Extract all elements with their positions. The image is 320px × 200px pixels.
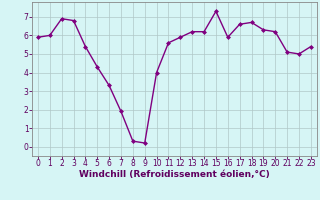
X-axis label: Windchill (Refroidissement éolien,°C): Windchill (Refroidissement éolien,°C)	[79, 170, 270, 179]
